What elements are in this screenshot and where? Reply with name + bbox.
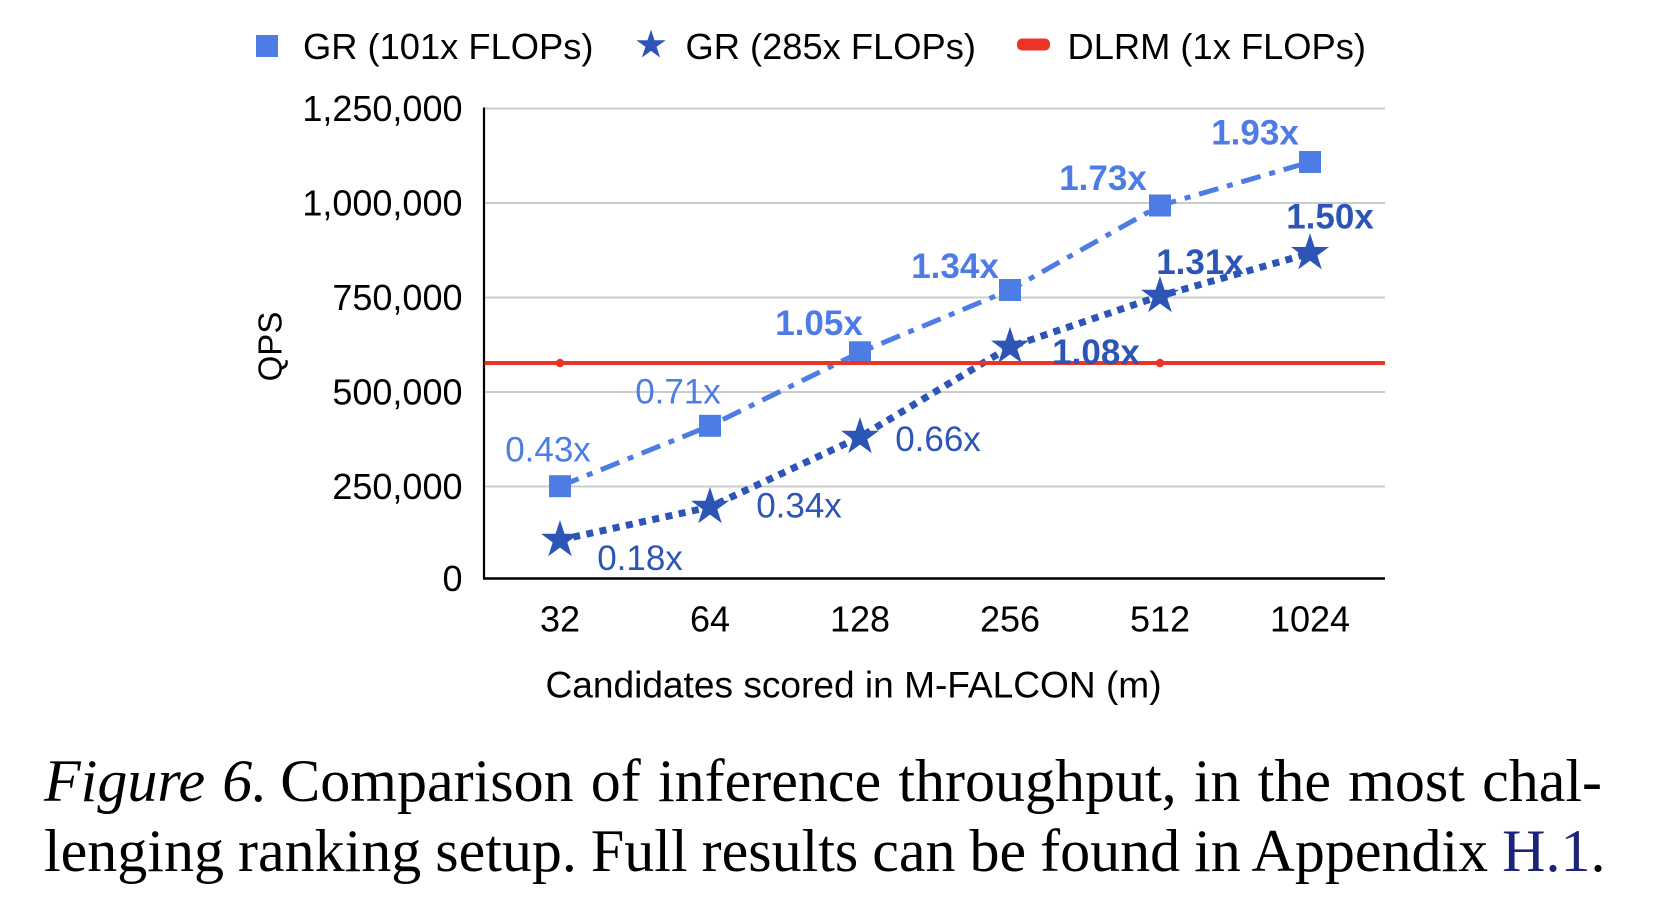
svg-text:256: 256 — [980, 599, 1040, 640]
svg-text:GR (285x FLOPs): GR (285x FLOPs) — [686, 26, 976, 67]
svg-text:512: 512 — [1130, 599, 1190, 640]
svg-text:32: 32 — [540, 599, 580, 640]
svg-text:1.93x: 1.93x — [1211, 114, 1299, 153]
svg-text:1.73x: 1.73x — [1059, 159, 1147, 198]
svg-text:250,000: 250,000 — [332, 466, 462, 507]
svg-text:750,000: 750,000 — [332, 277, 462, 318]
svg-text:1024: 1024 — [1270, 599, 1350, 640]
svg-text:0.66x: 0.66x — [895, 420, 981, 459]
svg-text:0.71x: 0.71x — [635, 373, 721, 412]
svg-text:1.31x: 1.31x — [1156, 243, 1244, 282]
svg-text:GR (101x FLOPs): GR (101x FLOPs) — [303, 26, 593, 67]
svg-text:1,250,000: 1,250,000 — [302, 88, 462, 129]
svg-text:0.43x: 0.43x — [505, 431, 591, 470]
svg-text:1.50x: 1.50x — [1286, 197, 1374, 236]
svg-text:0: 0 — [442, 558, 462, 599]
svg-text:0.34x: 0.34x — [756, 487, 842, 526]
svg-text:64: 64 — [690, 599, 730, 640]
svg-text:DLRM (1x FLOPs): DLRM (1x FLOPs) — [1068, 26, 1366, 67]
svg-text:1,000,000: 1,000,000 — [302, 183, 462, 224]
svg-text:1.34x: 1.34x — [911, 247, 999, 286]
svg-text:500,000: 500,000 — [332, 372, 462, 413]
svg-text:0.18x: 0.18x — [597, 539, 683, 578]
svg-text:QPS: QPS — [252, 312, 289, 382]
svg-text:1.08x: 1.08x — [1052, 333, 1140, 372]
svg-text:128: 128 — [830, 599, 890, 640]
svg-text:Candidates scored in M-FALCON: Candidates scored in M-FALCON (m) — [545, 664, 1161, 706]
svg-text:1.05x: 1.05x — [775, 304, 863, 343]
